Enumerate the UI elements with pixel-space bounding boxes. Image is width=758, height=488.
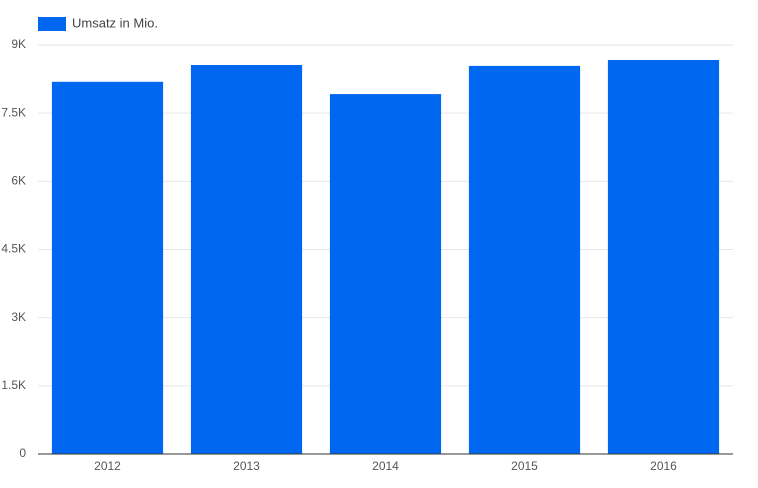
y-tick-label: 0	[19, 446, 26, 460]
x-tick-label: 2013	[233, 459, 260, 473]
x-tick-label: 2015	[511, 459, 538, 473]
bar	[190, 64, 303, 455]
legend-swatch	[38, 17, 66, 31]
bar	[468, 65, 581, 454]
x-tick-label: 2012	[94, 459, 121, 473]
y-tick-label: 3K	[11, 310, 26, 324]
y-tick-label: 7.5K	[1, 105, 26, 119]
bar	[329, 94, 442, 454]
y-tick-label: 9K	[11, 37, 26, 51]
legend-label: Umsatz in Mio.	[72, 15, 158, 30]
y-tick-label: 4.5K	[1, 242, 26, 256]
x-tick-label: 2014	[372, 459, 399, 473]
x-tick-label: 2016	[650, 459, 677, 473]
bar	[51, 81, 164, 454]
y-tick-label: 6K	[11, 174, 26, 188]
y-tick-label: 1.5K	[1, 378, 26, 392]
bar	[607, 59, 720, 454]
